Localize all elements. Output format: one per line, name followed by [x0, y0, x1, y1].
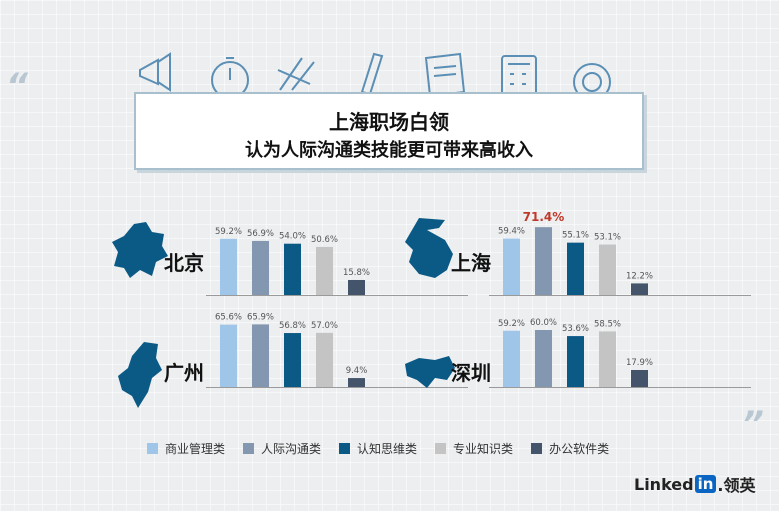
bar-chart-guangzhou: 65.6% 65.9% 56.8% 57.0% 9.4% [206, 312, 468, 388]
bar-3 [567, 336, 584, 387]
legend-swatch [435, 443, 447, 454]
bar-2 [535, 330, 552, 387]
legend-label: 商业管理类 [165, 442, 226, 456]
legend: 商业管理类 人际沟通类 认知思维类 专业知识类 办公软件类 [147, 440, 609, 457]
legend-label: 专业知识类 [453, 442, 514, 456]
guangzhou-map-icon [118, 342, 162, 408]
shanghai-map-icon [405, 218, 453, 278]
bar-5 [348, 378, 365, 387]
data-label-3: 54.0% [279, 232, 306, 242]
city-label-shanghai: 上海 [451, 251, 491, 275]
data-label-1: 59.4% [498, 227, 525, 237]
bar-2 [252, 240, 269, 295]
legend-swatch [147, 443, 158, 454]
bar-1 [503, 330, 520, 387]
title-line-1: 上海职场白领 [329, 110, 449, 134]
data-label-4: 58.5% [594, 319, 621, 329]
data-label-5: 15.8% [343, 268, 370, 278]
shenzhen-map-icon [405, 356, 455, 388]
bar-4 [599, 244, 616, 295]
data-label-5: 9.4% [346, 366, 368, 376]
doodle-icons-decoration [139, 52, 611, 96]
bar-5 [631, 369, 648, 387]
chart-panel-shenzhen: 深圳 59.2% 60.0% 53.6% 58.5% 17.9% [405, 318, 775, 442]
chart-panel-shanghai: 上海 59.4% 71.4% 55.1% 53.1% 12.2% [405, 200, 775, 320]
legend-item: 专业知识类 [435, 440, 513, 457]
brand-in-badge: in [694, 475, 717, 493]
title-line-2: 认为人际沟通类技能更可带来高收入 [245, 140, 533, 161]
data-label-5: 17.9% [626, 358, 653, 368]
target-icon [573, 63, 611, 96]
city-label-beijing: 北京 [164, 251, 204, 275]
brand-text: Linked [634, 474, 694, 494]
data-label-2: 71.4% [523, 210, 565, 224]
data-label-5: 12.2% [626, 271, 653, 281]
data-label-2: 60.0% [530, 318, 557, 328]
legend-label: 认知思维类 [357, 442, 418, 456]
bar-4 [599, 331, 616, 387]
data-label-4: 57.0% [311, 321, 338, 331]
data-label-1: 59.2% [498, 319, 525, 329]
data-label-3: 56.8% [279, 321, 306, 331]
bar-chart-beijing: 59.2% 56.9% 54.0% 50.6% 15.8% [206, 227, 468, 296]
legend-swatch [531, 443, 543, 454]
bar-chart-shenzhen: 59.2% 60.0% 53.6% 58.5% 17.9% [489, 318, 751, 388]
brand-suffix: .领英 [717, 476, 756, 495]
city-label-shenzhen: 深圳 [451, 361, 491, 385]
data-label-4: 53.1% [594, 233, 621, 243]
bar-5 [631, 283, 648, 295]
right-quote-mark: ” [742, 404, 764, 444]
document-icon [424, 52, 466, 96]
city-label-guangzhou: 广州 [164, 361, 204, 385]
data-label-3: 53.6% [562, 324, 589, 334]
bar-3 [284, 333, 301, 387]
bar-5 [348, 279, 365, 295]
data-label-3: 55.1% [562, 231, 589, 241]
tools-icon [277, 57, 315, 91]
left-quote-mark: “ [6, 66, 28, 106]
beijing-map-icon [112, 222, 168, 278]
bar-1 [220, 324, 237, 387]
pencil-icon [360, 52, 384, 96]
legend-item: 商业管理类 [147, 440, 225, 457]
data-label-1: 59.2% [215, 227, 242, 237]
bar-2 [535, 227, 552, 295]
bar-3 [567, 242, 584, 295]
data-label-1: 65.6% [215, 313, 242, 323]
chart-panel-guangzhou: 广州 65.6% 65.9% 56.8% 57.0% 9.4% [108, 312, 478, 442]
megaphone-icon [139, 52, 171, 92]
stopwatch-icon [211, 57, 249, 96]
bar-4 [316, 246, 333, 295]
title-box: 上海职场白领 认为人际沟通类技能更可带来高收入 [134, 92, 644, 170]
legend-swatch [339, 443, 351, 454]
legend-swatch [243, 443, 255, 454]
legend-label: 人际沟通类 [261, 442, 322, 456]
bar-1 [220, 238, 237, 295]
legend-item: 办公软件类 [531, 440, 609, 457]
calculator-icon [501, 55, 537, 96]
chart-panel-beijing: 北京 59.2% 56.9% 54.0% 50.6% 15.8% [108, 200, 478, 320]
data-label-4: 50.6% [311, 235, 338, 245]
bar-3 [284, 243, 301, 295]
legend-label: 办公软件类 [549, 442, 610, 456]
data-label-2: 65.9% [247, 312, 274, 322]
bar-2 [252, 324, 269, 387]
bar-4 [316, 332, 333, 387]
linkedin-brand-logo: Linked in .领英 [634, 472, 756, 496]
legend-item: 认知思维类 [339, 440, 417, 457]
data-label-2: 56.9% [247, 229, 274, 239]
legend-item: 人际沟通类 [243, 440, 321, 457]
bar-chart-shanghai: 59.4% 71.4% 55.1% 53.1% 12.2% [489, 210, 751, 296]
bar-1 [503, 238, 520, 295]
